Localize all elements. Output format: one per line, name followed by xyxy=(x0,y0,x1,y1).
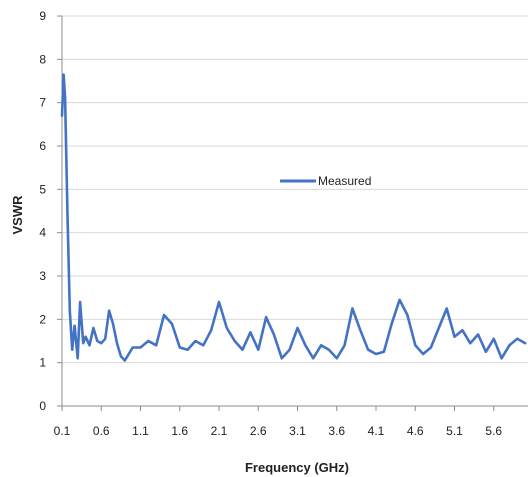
y-tick-label: 7 xyxy=(39,96,46,110)
x-ticks-layer: 0.1 0.6 1.1 1.6 2.1 2.6 3.1 3.6 4.1 4.6 5.1 5.6 xyxy=(54,406,502,438)
x-tick-label: 0.6 xyxy=(93,424,110,438)
legend: Measured xyxy=(280,174,371,188)
y-tick-label: 9 xyxy=(39,9,46,23)
y-tick-label: 5 xyxy=(39,182,46,196)
x-axis-title: Frequency (GHz) xyxy=(245,460,349,475)
y-tick-label: 1 xyxy=(39,356,46,370)
y-tick-label: 3 xyxy=(39,269,46,283)
y-tick-label: 8 xyxy=(39,52,46,66)
x-tick-label: 5.1 xyxy=(446,424,463,438)
y-tick-label: 6 xyxy=(39,139,46,153)
x-tick-label: 2.1 xyxy=(211,424,228,438)
legend-label-measured: Measured xyxy=(318,174,371,188)
series-layer xyxy=(60,73,527,362)
y-axis-title: VSWR xyxy=(10,195,25,235)
x-tick-label: 4.1 xyxy=(368,424,385,438)
y-ticks-layer: 0 1 2 3 4 5 6 7 8 9 xyxy=(39,9,62,413)
x-tick-label: 2.6 xyxy=(250,424,267,438)
grid-layer xyxy=(62,15,528,364)
x-tick-label: 3.1 xyxy=(289,424,306,438)
y-tick-label: 0 xyxy=(39,399,46,413)
x-tick-label: 1.1 xyxy=(132,424,149,438)
series-line-measured xyxy=(60,73,527,362)
x-tick-label: 3.6 xyxy=(328,424,345,438)
y-tick-label: 4 xyxy=(39,226,46,240)
y-tick-label: 2 xyxy=(39,312,46,326)
x-tick-label: 0.1 xyxy=(54,424,71,438)
x-tick-label: 5.6 xyxy=(485,424,502,438)
x-tick-label: 1.6 xyxy=(171,424,188,438)
x-tick-label: 4.6 xyxy=(407,424,424,438)
